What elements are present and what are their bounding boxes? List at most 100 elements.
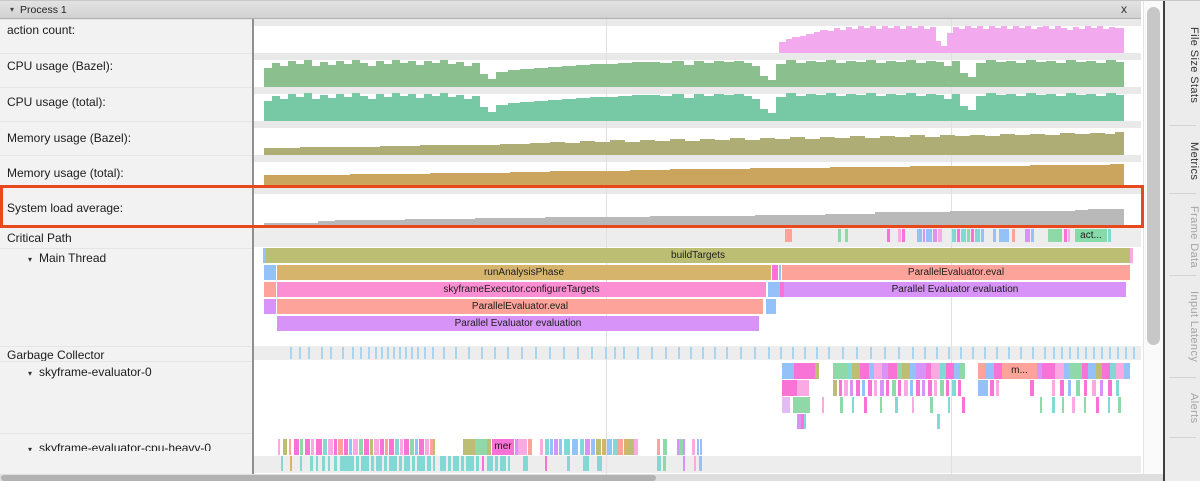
- slice-skyframe-cpu-heavy-row-2[interactable]: [663, 456, 666, 471]
- slice-critical-path-ticks[interactable]: [838, 229, 841, 242]
- slice-skyframe-evaluator-0-row-2[interactable]: [1030, 380, 1034, 396]
- span-main-thread-row-1[interactable]: buildTargets: [266, 248, 1130, 263]
- slice-skyframe-cpu-heavy-row-2[interactable]: [417, 456, 425, 471]
- slice-skyframe-cpu-heavy-row-1[interactable]: [572, 439, 578, 455]
- slice-skyframe-evaluator-0-row-2[interactable]: [892, 380, 896, 396]
- slice-skyframe-cpu-heavy-row-1[interactable]: [338, 439, 343, 455]
- slice-skyframe-evaluator-0-row-2[interactable]: [1092, 380, 1096, 396]
- slice-skyframe-evaluator-0-row-3[interactable]: [1072, 397, 1075, 413]
- slice-skyframe-evaluator-0-row-1[interactable]: [926, 363, 931, 379]
- slice-skyframe-evaluator-0-row-2[interactable]: [904, 380, 908, 396]
- slice-skyframe-evaluator-0-row-3[interactable]: [930, 397, 933, 413]
- slice-skyframe-evaluator-0-row-2[interactable]: [856, 380, 860, 396]
- collapse-icon-skyframe-evaluator-0[interactable]: ▾: [28, 369, 33, 378]
- slice-skyframe-evaluator-0-row-1[interactable]: [1069, 363, 1082, 379]
- slice-skyframe-evaluator-0-row-1[interactable]: [1082, 363, 1088, 379]
- slice-skyframe-cpu-heavy-row-1[interactable]: [328, 439, 333, 455]
- slice-skyframe-cpu-heavy-row-1[interactable]: [564, 439, 570, 455]
- slice-skyframe-cpu-heavy-row-2[interactable]: [290, 456, 292, 471]
- slice-skyframe-cpu-heavy-row-1[interactable]: [596, 439, 601, 455]
- slice-skyframe-evaluator-0-row-4[interactable]: [937, 414, 940, 429]
- span-skyframe-cpu-heavy-row-1[interactable]: mer: [492, 439, 514, 455]
- slice-skyframe-evaluator-0-row-1[interactable]: [946, 363, 954, 379]
- slice-skyframe-evaluator-0-row-1[interactable]: [1064, 363, 1069, 379]
- slice-skyframe-evaluator-0-row-3[interactable]: [962, 397, 965, 413]
- slice-skyframe-cpu-heavy-row-2[interactable]: [694, 456, 696, 471]
- slice-skyframe-cpu-heavy-row-1[interactable]: [515, 439, 518, 455]
- slice-skyframe-evaluator-0-row-1[interactable]: [985, 363, 994, 379]
- slice-skyframe-cpu-heavy-row-1[interactable]: [554, 439, 558, 455]
- slice-skyframe-cpu-heavy-row-1[interactable]: [364, 439, 369, 455]
- slice-skyframe-cpu-heavy-row-1[interactable]: [433, 439, 435, 455]
- span-main-thread-row-4[interactable]: ParallelEvaluator.eval: [277, 299, 763, 314]
- slice-skyframe-evaluator-0-row-3[interactable]: [912, 397, 914, 413]
- slice-skyframe-evaluator-0-row-1[interactable]: [782, 363, 794, 379]
- slice-skyframe-evaluator-0-row-3[interactable]: [782, 397, 790, 413]
- vertical-scrollbar[interactable]: [1143, 1, 1163, 474]
- slice-critical-path-ticks[interactable]: [993, 229, 996, 242]
- sidebar-tab-alerts[interactable]: Alerts: [1188, 392, 1200, 424]
- process-collapse-icon[interactable]: ▾: [10, 5, 15, 14]
- slice-critical-path-ticks[interactable]: [898, 229, 901, 242]
- slice-skyframe-evaluator-0-row-1[interactable]: [1042, 363, 1055, 379]
- slice-skyframe-evaluator-0-row-1[interactable]: [888, 363, 897, 379]
- slice-skyframe-evaluator-0-row-3[interactable]: [822, 397, 824, 413]
- span-main-thread-row-3[interactable]: skyframeExecutor.configureTargets: [277, 282, 766, 297]
- slice-skyframe-cpu-heavy-row-1[interactable]: [677, 439, 679, 455]
- tracks-area[interactable]: act... buildTargets runAnalysisPhase Parall…: [254, 19, 1141, 474]
- slice-skyframe-evaluator-0-row-2[interactable]: [996, 380, 999, 396]
- slice-skyframe-evaluator-0-row-1[interactable]: [1116, 363, 1124, 379]
- slice-skyframe-evaluator-0-row-1[interactable]: [882, 363, 888, 379]
- slice-skyframe-cpu-heavy-row-2[interactable]: [371, 456, 374, 471]
- slice-skyframe-evaluator-0-row-2[interactable]: [958, 380, 961, 396]
- slice-skyframe-evaluator-0-row-1[interactable]: [931, 363, 940, 379]
- slice-main-thread-row-1[interactable]: [1130, 248, 1133, 263]
- slice-skyframe-cpu-heavy-row-1[interactable]: [410, 439, 414, 455]
- slice-critical-path-ticks[interactable]: [999, 229, 1009, 242]
- slice-skyframe-cpu-heavy-row-1[interactable]: [692, 439, 695, 455]
- slice-skyframe-evaluator-0-row-1[interactable]: [978, 363, 985, 379]
- slice-skyframe-evaluator-0-row-1[interactable]: [1102, 363, 1110, 379]
- slice-critical-path-ticks[interactable]: [926, 229, 932, 242]
- slice-skyframe-evaluator-0-row-1[interactable]: [897, 363, 902, 379]
- slice-skyframe-evaluator-0-row-2[interactable]: [978, 380, 988, 396]
- slice-skyframe-cpu-heavy-row-2[interactable]: [322, 456, 325, 471]
- slice-skyframe-evaluator-0-row-2[interactable]: [844, 380, 848, 396]
- slice-skyframe-cpu-heavy-row-2[interactable]: [389, 456, 397, 471]
- span-main-thread-row-2[interactable]: ParallelEvaluator.eval: [782, 265, 1130, 280]
- sidebar-tab-input-latency[interactable]: Input Latency: [1188, 291, 1200, 363]
- slice-skyframe-cpu-heavy-row-2[interactable]: [281, 456, 283, 471]
- slice-skyframe-cpu-heavy-row-1[interactable]: [278, 439, 280, 455]
- slice-skyframe-cpu-heavy-row-2[interactable]: [545, 456, 547, 471]
- slice-main-thread-row-2[interactable]: [779, 265, 781, 280]
- slice-skyframe-cpu-heavy-row-2[interactable]: [482, 456, 484, 471]
- slice-skyframe-cpu-heavy-row-1[interactable]: [463, 439, 475, 455]
- slice-skyframe-evaluator-0-row-2[interactable]: [886, 380, 889, 396]
- slice-skyframe-cpu-heavy-row-1[interactable]: [294, 439, 299, 455]
- slice-skyframe-cpu-heavy-row-1[interactable]: [380, 439, 384, 455]
- collapse-icon-main-thread[interactable]: ▾: [28, 255, 33, 264]
- slice-skyframe-evaluator-0-row-4[interactable]: [801, 414, 804, 429]
- slice-skyframe-cpu-heavy-row-1[interactable]: [419, 439, 424, 455]
- slice-skyframe-evaluator-0-row-2[interactable]: [898, 380, 901, 396]
- slice-skyframe-evaluator-0-row-1[interactable]: [1110, 363, 1116, 379]
- slice-skyframe-cpu-heavy-row-2[interactable]: [476, 456, 479, 471]
- slice-skyframe-evaluator-0-row-2[interactable]: [833, 380, 837, 396]
- slice-skyframe-evaluator-0-row-2[interactable]: [946, 380, 949, 396]
- slice-skyframe-cpu-heavy-row-1[interactable]: [353, 439, 358, 455]
- process-titlebar[interactable]: ▾ Process 1 x: [0, 1, 1141, 19]
- slice-skyframe-evaluator-0-row-2[interactable]: [874, 380, 877, 396]
- slice-skyframe-evaluator-0-row-1[interactable]: [874, 363, 882, 379]
- slice-skyframe-evaluator-0-row-1[interactable]: [869, 363, 874, 379]
- slice-critical-path-ticks[interactable]: [971, 229, 974, 242]
- slice-critical-path-ticks[interactable]: [1012, 229, 1015, 242]
- slice-critical-path-ticks[interactable]: [1048, 229, 1062, 242]
- slice-critical-path-ticks[interactable]: [967, 229, 970, 242]
- slice-skyframe-evaluator-0-row-1[interactable]: [916, 363, 926, 379]
- span-main-thread-row-3[interactable]: Parallel Evaluator evaluation: [784, 282, 1126, 297]
- slice-skyframe-cpu-heavy-row-1[interactable]: [311, 439, 314, 455]
- slice-skyframe-evaluator-0-row-1[interactable]: [1096, 363, 1102, 379]
- slice-skyframe-evaluator-0-row-2[interactable]: [928, 380, 932, 396]
- slice-skyframe-cpu-heavy-row-1[interactable]: [349, 439, 352, 455]
- slice-skyframe-cpu-heavy-row-1[interactable]: [634, 439, 638, 455]
